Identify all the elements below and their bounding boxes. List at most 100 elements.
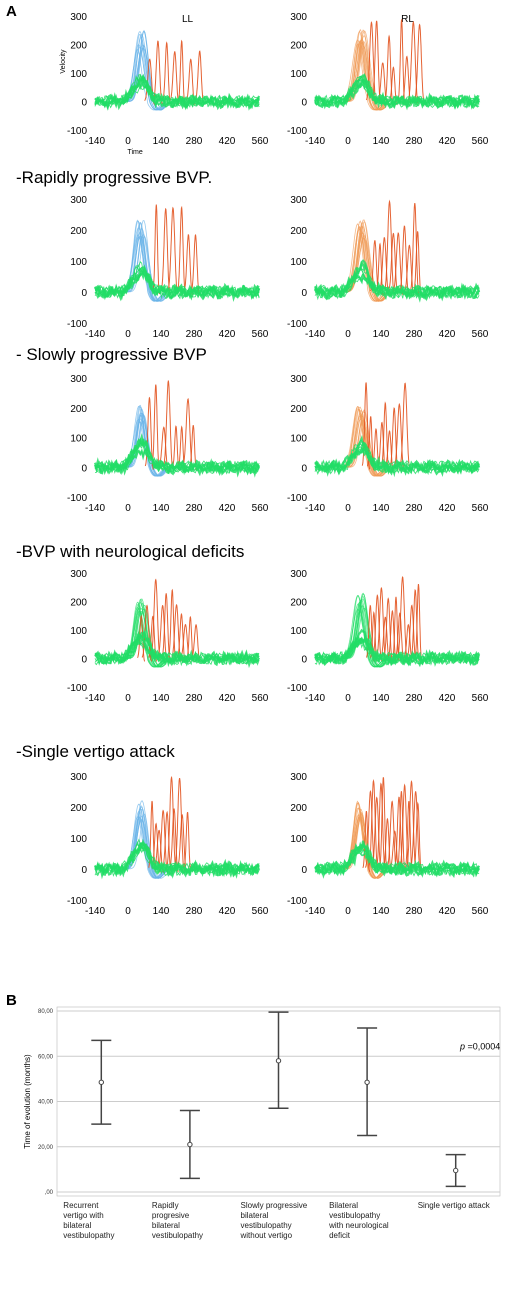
- x-tick-label: 0: [345, 906, 351, 917]
- panel-a-label: A: [6, 3, 17, 20]
- mean-point: [275, 1058, 282, 1064]
- y-tick-label: -100: [67, 493, 87, 504]
- eye-velocity-trace: [314, 447, 480, 474]
- section-4: -Single vertigo attack -100 0 100 200 300 -140…: [16, 742, 489, 917]
- category-label: Rapidly: [152, 1201, 179, 1210]
- x-tick-label: 280: [406, 503, 423, 514]
- x-tick-label: 140: [153, 503, 170, 514]
- velocity-plot-0-1: -100 0 100 200 300 -140 0 140 280 420 560 RL: [287, 12, 489, 147]
- eye-velocity-trace: [314, 637, 480, 666]
- y-tick-label: 300: [70, 772, 87, 783]
- x-tick-label: -140: [305, 329, 325, 340]
- saccade-trace: [183, 234, 194, 296]
- head-velocity-trace: [123, 412, 166, 477]
- x-tick-label: 280: [186, 503, 203, 514]
- y-tick-label: 0: [301, 98, 307, 109]
- p-value-annotation: p =0,0004: [459, 1041, 500, 1051]
- x-tick-label: 560: [472, 136, 489, 147]
- p-value-text: =0,0004: [465, 1041, 500, 1051]
- y-tick-label: 0: [81, 463, 87, 474]
- panel-b: ,00 20,00 40,00 60,00 80,00 Time of evolution…: [23, 1006, 500, 1240]
- y-tick-label: 200: [290, 404, 307, 415]
- saccade-trace: [406, 604, 417, 662]
- eye-velocity-trace: [94, 845, 260, 877]
- head-velocity-trace: [343, 45, 386, 111]
- velocity-plot-2-1: -100 0 100 200 300 -140 0 140 280 420 560: [287, 374, 489, 514]
- saccade-trace: [150, 578, 161, 661]
- velocity-plot-1-0: -100 0 100 200 300 -140 0 140 280 420 560: [67, 195, 269, 340]
- saccade-trace: [394, 796, 404, 872]
- category-label: vestibulopathy: [241, 1221, 292, 1230]
- category-label: Recurrent: [63, 1201, 99, 1210]
- y-tick-label: 0: [301, 463, 307, 474]
- x-tick-label: -140: [85, 906, 105, 917]
- category-label: without vertigo: [240, 1231, 293, 1240]
- x-tick-label: 420: [439, 329, 456, 340]
- p-value-italic: p: [459, 1041, 465, 1051]
- eye-velocity-trace: [94, 637, 260, 666]
- saccade-trace: [183, 811, 192, 873]
- saccade-trace: [152, 204, 161, 295]
- x-tick-label: 560: [252, 693, 269, 704]
- saccade-trace: [397, 791, 406, 872]
- y-tick-label: 0: [301, 288, 307, 299]
- y-tick-label: -100: [287, 126, 307, 137]
- velocity-plot-3-1: -100 0 100 200 300 -140 0 140 280 420 560: [287, 569, 489, 704]
- saccade-trace: [414, 23, 425, 104]
- saccade-trace: [174, 777, 185, 872]
- y-tick-label: 200: [70, 598, 87, 609]
- category-label: Slowly progressive: [241, 1201, 308, 1210]
- x-tick-label: 420: [439, 136, 456, 147]
- mean-point: [453, 1167, 459, 1174]
- x-tick-label: 420: [219, 136, 236, 147]
- eye-velocity-trace: [94, 269, 260, 300]
- y-tick-label: 200: [70, 226, 87, 237]
- eye-velocity-trace: [314, 82, 480, 109]
- x-tick-label: 560: [252, 906, 269, 917]
- category-label: vertigo with: [63, 1211, 103, 1220]
- saccade-trace: [172, 425, 180, 471]
- category-label: bilateral: [152, 1221, 180, 1230]
- saccade-trace: [413, 801, 423, 872]
- y-tick-label: 200: [290, 803, 307, 814]
- error-bar-1: [179, 1109, 200, 1180]
- y-tick-label: 60,00: [38, 1054, 54, 1060]
- x-tick-label: 420: [219, 693, 236, 704]
- y-tick-label: 100: [290, 69, 307, 80]
- y-tick-label: 200: [70, 404, 87, 415]
- panel-b-label: B: [6, 992, 17, 1009]
- saccade-trace: [162, 41, 171, 105]
- head-velocity-trace: [123, 235, 166, 302]
- saccade-trace: [166, 776, 177, 872]
- y-tick-label: 0: [81, 865, 87, 876]
- category-label: Bilateral: [329, 1201, 358, 1210]
- category-label: deficit: [329, 1231, 351, 1240]
- section-title: -Rapidly progressive BVP.: [16, 168, 212, 187]
- x-tick-label: 140: [153, 906, 170, 917]
- eye-velocity-trace: [94, 843, 260, 877]
- x-tick-label: 0: [345, 136, 351, 147]
- eye-velocity-trace: [314, 272, 480, 299]
- velocity-plot-4-1: -100 0 100 200 300 -140 0 140 280 420 560: [287, 772, 489, 917]
- x-tick-label: 0: [125, 693, 131, 704]
- saccade-trace: [410, 588, 420, 661]
- x-tick-label: 280: [186, 329, 203, 340]
- y-tick-label: 100: [70, 434, 87, 445]
- saccade-trace: [151, 384, 160, 470]
- x-tick-label: -140: [85, 329, 105, 340]
- x-axis-label: Time: [127, 149, 142, 156]
- saccade-trace: [137, 614, 146, 662]
- y-tick-label: 100: [70, 834, 87, 845]
- x-tick-label: 420: [219, 503, 236, 514]
- category-label: bilateral: [63, 1221, 91, 1230]
- eye-velocity-trace: [314, 638, 480, 667]
- x-tick-label: 0: [125, 906, 131, 917]
- category-label: vestibulopathy: [152, 1231, 203, 1240]
- x-tick-label: 0: [125, 136, 131, 147]
- y-tick-label: -100: [67, 126, 87, 137]
- y-tick-label: 100: [290, 626, 307, 637]
- saccade-trace: [372, 594, 383, 662]
- y-tick-label: 100: [290, 834, 307, 845]
